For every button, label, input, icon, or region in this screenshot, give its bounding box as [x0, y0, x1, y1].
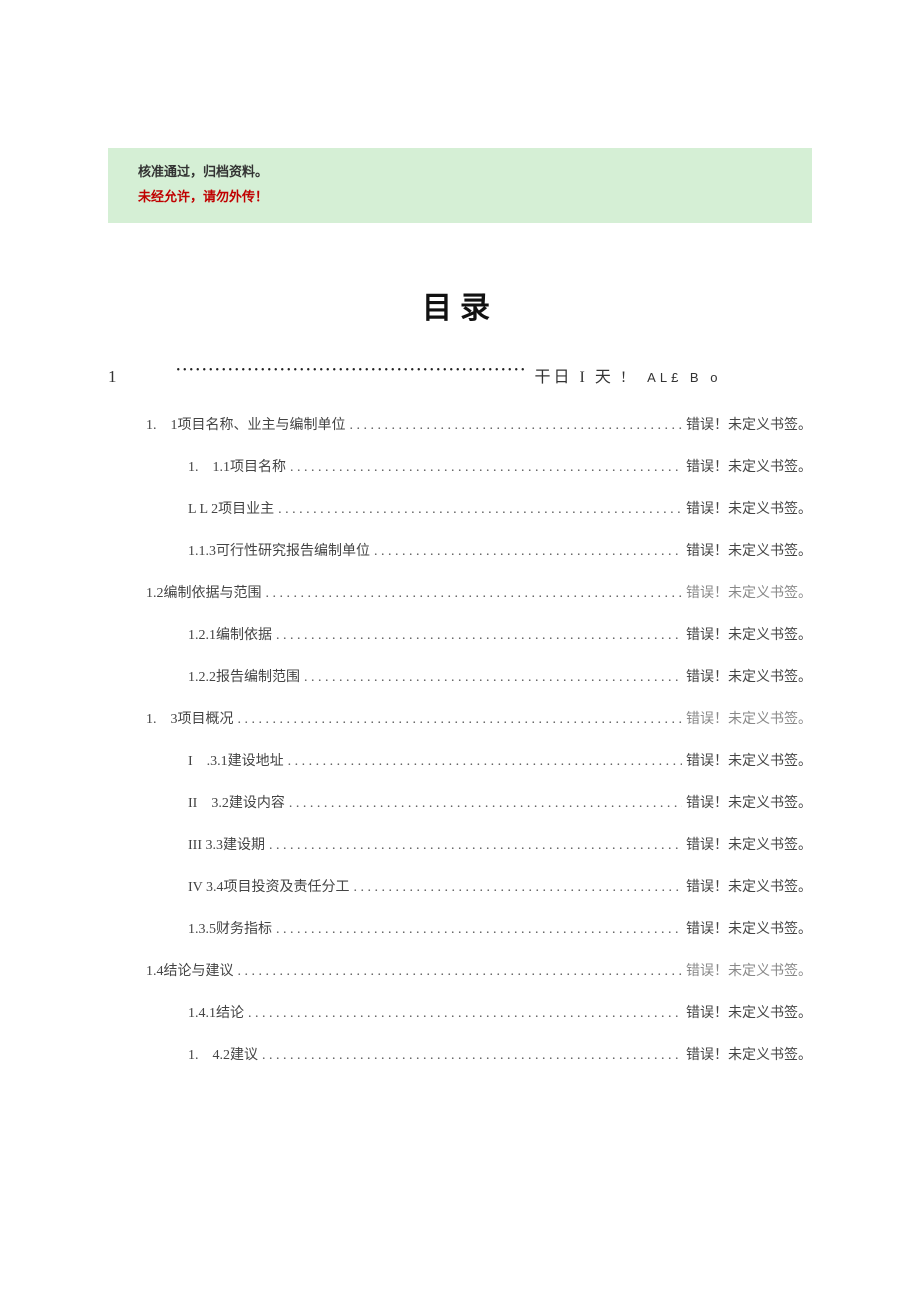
toc-row: 1.4.1 结论 错误！未定义书签。	[188, 1003, 812, 1024]
toc-entry-label: 项目业主	[218, 499, 274, 520]
toc-entry-page: 错误！未定义书签。	[686, 1045, 812, 1066]
toc-row: III 3.3 建设期 错误！未定义书签。	[188, 835, 812, 856]
toc-entry-label: 可行性研究报告编制单位	[216, 541, 370, 562]
toc-entry-page: 错误！未定义书签。	[686, 499, 812, 520]
toc-entry-page: 错误！未定义书签。	[686, 1003, 812, 1024]
toc-leader-dots	[262, 1045, 682, 1059]
toc-entry-number: 1.4	[146, 961, 164, 982]
toc-entry-number: 1.3.5	[188, 919, 216, 940]
chapter-number: 1	[108, 367, 117, 387]
toc-row: 1.3.5 财务指标 错误！未定义书签。	[188, 919, 812, 940]
toc-entry-page: 错误！未定义书签。	[686, 541, 812, 562]
toc-entry-number: 1.4.1	[188, 1003, 216, 1024]
toc-leader-dots	[276, 919, 682, 933]
toc-leader-dots	[288, 751, 682, 765]
toc-row: I .3.1 建设地址 错误！未定义书签。	[188, 751, 812, 772]
document-page: 核准通过，归档资料。 未经允许，请勿外传！ 目录 1 干日 I 天 ! AL£ …	[0, 0, 920, 1167]
toc-entry-page: 错误！未定义书签。	[686, 583, 812, 604]
toc-leader-dots	[248, 1003, 682, 1017]
toc-row: 1. 3 项目概况 错误！未定义书签。	[146, 709, 812, 730]
toc-chapter-row: 1 干日 I 天 ! AL£ B o	[108, 361, 812, 386]
toc-leader-dots	[269, 835, 682, 849]
toc-entry-page: 错误！未定义书签。	[686, 877, 812, 898]
toc-entry-page: 错误！未定义书签。	[686, 961, 812, 982]
toc-leader-dots	[276, 625, 682, 639]
toc-row: 1.1.3 可行性研究报告编制单位 错误！未定义书签。	[188, 541, 812, 562]
toc-leader-dots	[238, 709, 683, 723]
toc-leader-dots	[266, 583, 683, 597]
toc-row: 1.2.1 编制依据 错误！未定义书签。	[188, 625, 812, 646]
toc-entry-label: 项目投资及责任分工	[224, 877, 350, 898]
toc-entry-number: 1.2.1	[188, 625, 216, 646]
toc-entry-label: 编制依据	[216, 625, 272, 646]
toc-entry-page: 错误！未定义书签。	[686, 793, 812, 814]
toc-entry-page: 错误！未定义书签。	[686, 415, 812, 436]
toc-entry-label: 建议	[230, 1045, 258, 1066]
toc-row: 1.4 结论与建议 错误！未定义书签。	[146, 961, 812, 982]
toc-entry-page: 错误！未定义书签。	[686, 457, 812, 478]
toc-entry-label: 报告编制范围	[216, 667, 300, 688]
chapter-tail-code: AL£ B o	[647, 370, 721, 385]
toc-row: 1. 1 项目名称、业主与编制单位 错误！未定义书签。	[146, 415, 812, 436]
toc-leader-dots	[304, 667, 682, 681]
toc-entry-number: 1.2	[146, 583, 164, 604]
chapter-leader	[177, 361, 527, 381]
toc-entry-label: 项目名称	[230, 457, 286, 478]
chapter-tail-text: 干日 I 天 !	[535, 363, 630, 387]
toc-entry-page: 错误！未定义书签。	[686, 625, 812, 646]
toc-entry-number: 1. 4.2	[188, 1045, 230, 1066]
toc-entry-number: IV 3.4	[188, 877, 224, 898]
toc-row: L L 2 项目业主 错误！未定义书签。	[188, 499, 812, 520]
toc-leader-dots	[354, 877, 682, 891]
document-title: 目录	[108, 283, 812, 327]
toc-row: 1.2 编制依据与范围 错误！未定义书签。	[146, 583, 812, 604]
notice-line-2: 未经允许，请勿外传！	[138, 185, 782, 210]
toc-entry-number: 1. 1.1	[188, 457, 230, 478]
toc-entry-page: 错误！未定义书签。	[686, 751, 812, 772]
toc-leader-dots	[238, 961, 683, 975]
toc-entry-label: 建设内容	[229, 793, 285, 814]
toc-entry-number: 1. 1	[146, 415, 178, 436]
toc-entry-number: 1.2.2	[188, 667, 216, 688]
toc-entry-page: 错误！未定义书签。	[686, 667, 812, 688]
toc-entry-number: L L 2	[188, 499, 218, 520]
toc-entry-page: 错误！未定义书签。	[686, 919, 812, 940]
toc-leader-dots	[278, 499, 682, 513]
toc-entry-number: I .3.1	[188, 751, 228, 772]
toc-entry-number: II 3.2	[188, 793, 229, 814]
toc-entry-label: 建设期	[223, 835, 265, 856]
toc-row: IV 3.4 项目投资及责任分工 错误！未定义书签。	[188, 877, 812, 898]
toc-entry-number: 1.1.3	[188, 541, 216, 562]
toc-entry-label: 编制依据与范围	[164, 583, 262, 604]
toc-entry-number: III 3.3	[188, 835, 223, 856]
toc-leader-dots	[350, 415, 683, 429]
toc-entry-label: 项目名称、业主与编制单位	[178, 415, 346, 436]
toc-leader-dots	[289, 793, 682, 807]
toc-entry-number: 1. 3	[146, 709, 178, 730]
toc-row: 1. 4.2 建议 错误！未定义书签。	[188, 1045, 812, 1066]
toc-row: II 3.2 建设内容 错误！未定义书签。	[188, 793, 812, 814]
toc-entry-label: 结论与建议	[164, 961, 234, 982]
toc-entry-label: 财务指标	[216, 919, 272, 940]
toc-leader-dots	[290, 457, 682, 471]
toc-row: 1. 1.1 项目名称 错误！未定义书签。	[188, 457, 812, 478]
toc-entry-label: 建设地址	[228, 751, 284, 772]
notice-line-1: 核准通过，归档资料。	[138, 160, 782, 185]
toc-entry-label: 结论	[216, 1003, 244, 1024]
notice-box: 核准通过，归档资料。 未经允许，请勿外传！	[108, 148, 812, 223]
toc-row: 1.2.2 报告编制范围 错误！未定义书签。	[188, 667, 812, 688]
toc-entry-label: 项目概况	[178, 709, 234, 730]
toc-list: 1. 1 项目名称、业主与编制单位错误！未定义书签。1. 1.1 项目名称错误！…	[108, 415, 812, 1066]
toc-entry-page: 错误！未定义书签。	[686, 709, 812, 730]
toc-leader-dots	[374, 541, 682, 555]
toc-entry-page: 错误！未定义书签。	[686, 835, 812, 856]
